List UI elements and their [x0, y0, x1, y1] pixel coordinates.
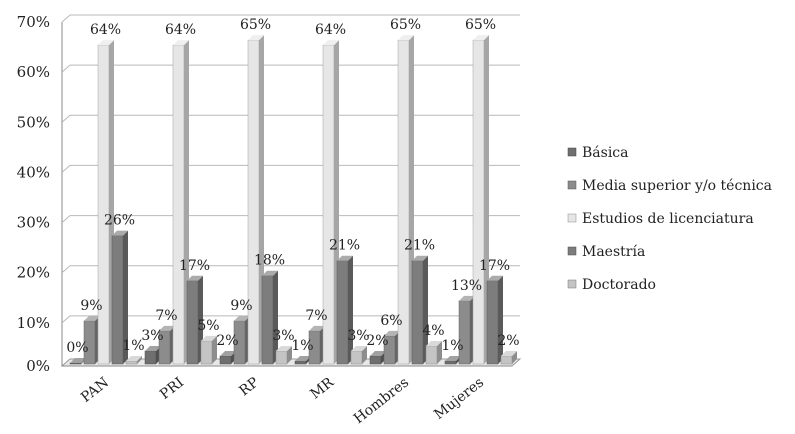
gridline: [61, 64, 520, 73]
y-tick-label: 60%: [17, 63, 50, 81]
legend-swatch: [567, 279, 577, 289]
bar-rp-4: [275, 345, 292, 365]
x-tick-label: Mujeres: [431, 375, 487, 423]
data-label: 7%: [155, 308, 177, 324]
data-label: 9%: [80, 298, 102, 314]
data-label: 21%: [404, 238, 435, 254]
legend-label: Maestría: [582, 244, 645, 260]
legend-item: Maestría: [567, 244, 645, 260]
bar-pri-0: [144, 345, 161, 365]
data-label: 65%: [390, 17, 421, 33]
data-label: 3%: [272, 328, 294, 344]
data-label: 2%: [216, 333, 238, 349]
data-label: 17%: [479, 258, 510, 274]
y-tick-label: 10%: [17, 314, 50, 332]
bar-mr-3: [336, 255, 353, 365]
legend-item: Estudios de licenciatura: [567, 211, 754, 227]
data-label: 9%: [230, 298, 252, 314]
data-label: 26%: [104, 213, 135, 229]
data-label: 17%: [179, 258, 210, 274]
bar-mr-4: [350, 345, 367, 365]
data-label: 6%: [380, 313, 402, 329]
gridline: [61, 164, 520, 173]
legend-label: Estudios de licenciatura: [582, 211, 754, 227]
data-label: 3%: [347, 328, 369, 344]
data-labels: 0%9%64%26%1%3%7%64%17%5%2%9%65%18%3%1%7%…: [66, 17, 519, 356]
bars: [69, 35, 517, 365]
legend-swatch: [567, 180, 577, 190]
legend: Básica Media superior y/o técnica Estudios…: [567, 145, 772, 293]
data-label: 64%: [315, 22, 346, 38]
data-label: 1%: [122, 338, 144, 354]
y-gridlines: [61, 14, 520, 324]
gridline: [61, 114, 520, 123]
y-tick-label: 30%: [17, 214, 50, 232]
x-tick-label: Hombres: [351, 375, 412, 428]
data-label: 18%: [254, 253, 285, 269]
gridline: [61, 315, 520, 324]
x-axis-category-labels: PAN PRI RP MR Hombres Mujeres: [78, 374, 487, 427]
data-label: 7%: [305, 308, 327, 324]
bar-mujeres-3: [486, 275, 503, 365]
bar-pan-4: [125, 355, 142, 365]
y-tick-label: 0%: [26, 357, 50, 375]
data-label: 2%: [366, 333, 388, 349]
bar-mujeres-2: [472, 35, 489, 365]
legend-swatch: [567, 246, 577, 256]
bar-mujeres-0: [444, 355, 461, 365]
data-label: 64%: [165, 22, 196, 38]
bar-hombres-3: [411, 255, 428, 365]
data-label: 64%: [90, 22, 121, 38]
x-tick-label: MR: [307, 374, 337, 402]
bar-rp-0: [219, 350, 236, 365]
data-label: 0%: [66, 340, 88, 356]
x-tick-label: PRI: [157, 375, 187, 403]
y-axis-tick-labels: 0% 10% 20% 30% 40% 50% 60% 70%: [17, 13, 50, 375]
y-tick-label: 40%: [17, 163, 50, 181]
data-label: 1%: [441, 338, 463, 354]
data-label: 65%: [465, 17, 496, 33]
bar-pri-4: [200, 335, 217, 365]
bar-hombres-0: [369, 350, 386, 365]
legend-label: Media superior y/o técnica: [582, 178, 772, 194]
legend-item: Básica: [567, 145, 628, 161]
y-tick-label: 20%: [17, 264, 50, 282]
back-wall: [70, 15, 520, 359]
data-label: 65%: [240, 17, 271, 33]
legend-swatch: [567, 147, 577, 157]
y-tick-label: 70%: [17, 13, 50, 31]
x-tick-label: RP: [236, 375, 262, 400]
data-label: 1%: [291, 338, 313, 354]
gridline: [61, 14, 520, 23]
data-label: 21%: [329, 238, 360, 254]
bar-mujeres-4: [500, 350, 517, 365]
legend-label: Básica: [582, 145, 628, 161]
chart-walls: [60, 15, 522, 367]
gridline: [61, 215, 520, 223]
legend-item: Doctorado: [567, 277, 656, 293]
x-tick-label: PAN: [78, 375, 112, 406]
data-label: 4%: [422, 323, 444, 339]
bar-rp-2: [247, 35, 264, 365]
bar-rp-3: [261, 270, 278, 365]
data-label: 5%: [197, 318, 219, 334]
y-tick-label: 50%: [17, 113, 50, 131]
legend-swatch: [567, 213, 577, 223]
data-label: 13%: [451, 278, 482, 294]
data-label: 3%: [141, 328, 163, 344]
bar-hombres-4: [425, 340, 442, 365]
bar-pan-3: [111, 230, 128, 365]
legend-item: Media superior y/o técnica: [567, 178, 772, 194]
legend-label: Doctorado: [582, 277, 656, 293]
gridline: [61, 265, 520, 274]
bar-pan-2: [97, 40, 114, 365]
data-label: 2%: [497, 333, 519, 349]
